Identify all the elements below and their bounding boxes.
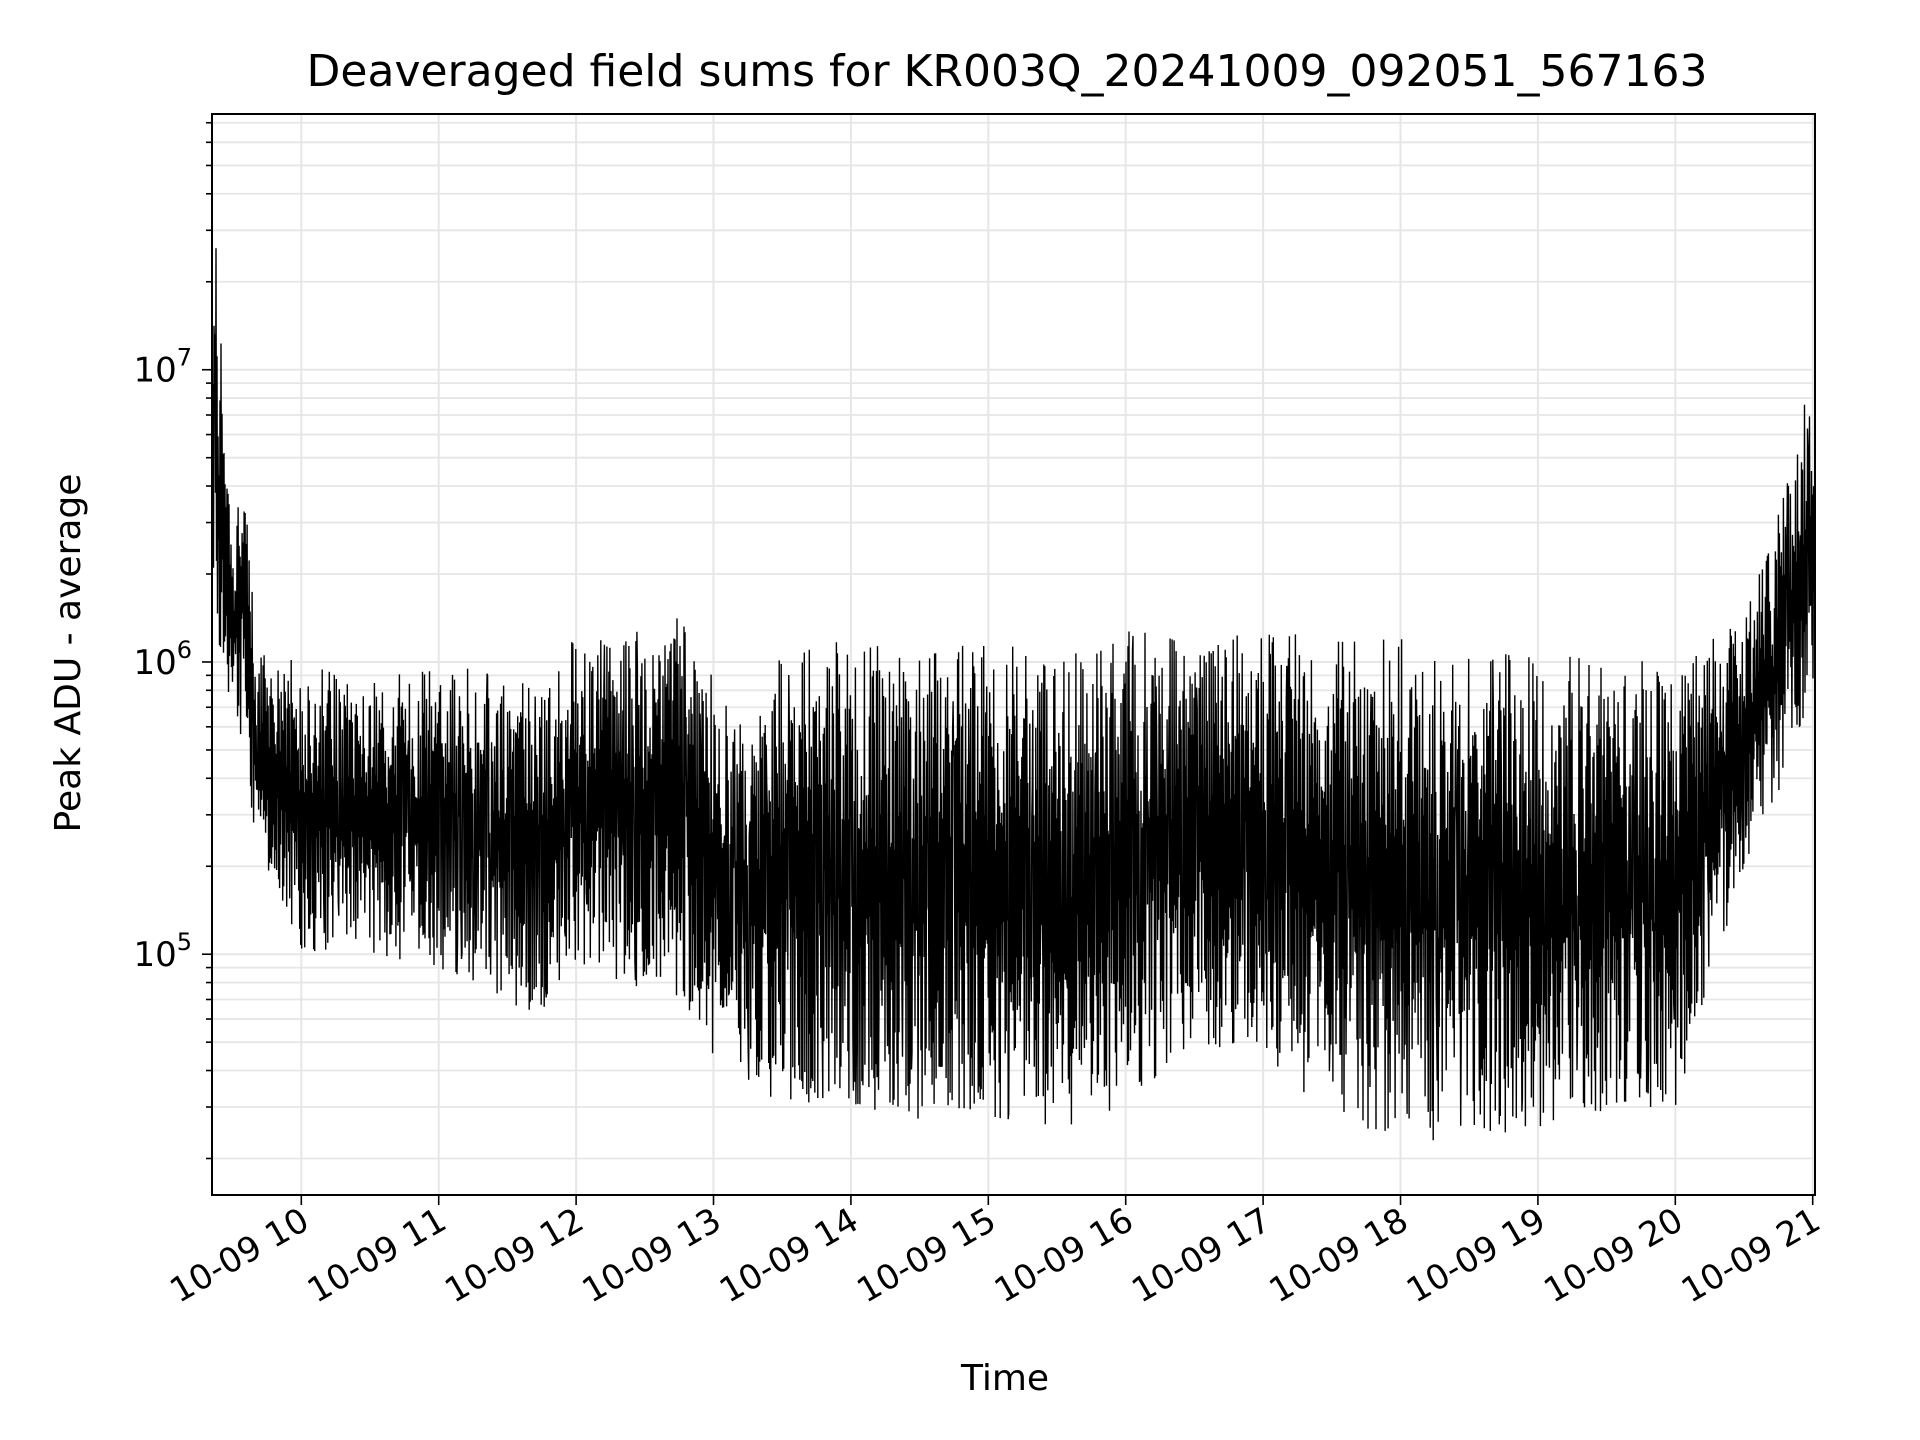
series-line	[211, 248, 1816, 1141]
tick-marks	[202, 121, 1814, 1205]
series-group	[211, 248, 1816, 1141]
x-axis-label: Time	[960, 1358, 1049, 1399]
chart-title: Deaveraged field sums for KR003Q_2024100…	[307, 46, 1708, 97]
y-tick-label: 105	[133, 928, 192, 975]
y-axis-label: Peak ADU - average	[48, 474, 89, 833]
plot-frame	[211, 113, 1816, 1196]
y-tick-label: 107	[133, 344, 192, 391]
y-tick-label: 106	[133, 636, 192, 683]
